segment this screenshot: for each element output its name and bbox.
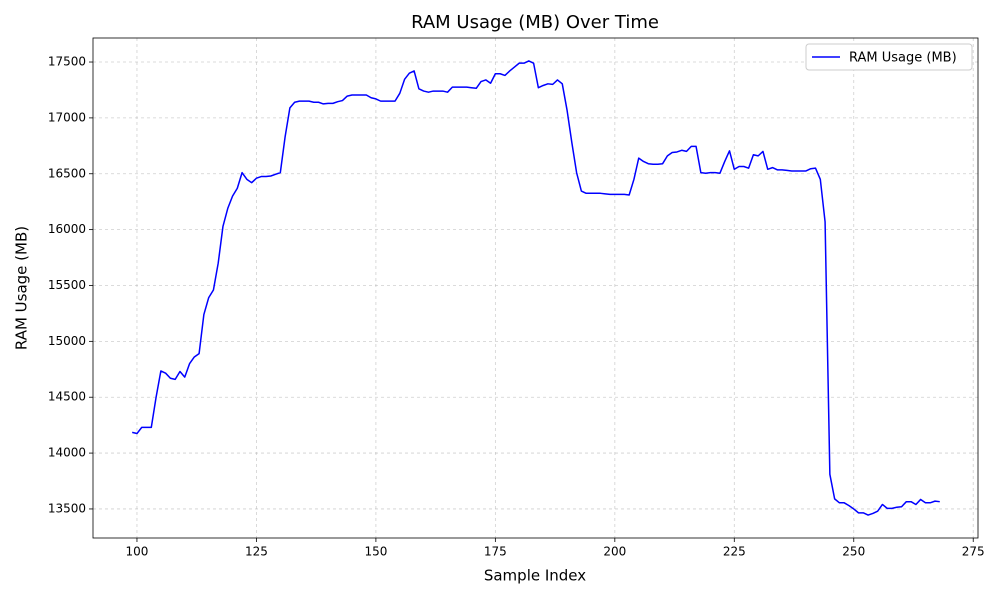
- x-tick-label: 150: [364, 545, 387, 559]
- y-tick-label: 15000: [48, 334, 86, 348]
- y-tick-label: 16500: [48, 166, 86, 180]
- y-tick-label: 16000: [48, 222, 86, 236]
- x-tick-label: 200: [603, 545, 626, 559]
- y-tick-label: 13500: [48, 501, 86, 515]
- y-tick-label: 14500: [48, 390, 86, 404]
- x-tick-label: 275: [962, 545, 985, 559]
- legend-box: [805, 43, 973, 71]
- y-tick-label: 14000: [48, 446, 86, 460]
- x-tick-label: 175: [484, 545, 507, 559]
- y-tick-label: 17000: [48, 110, 86, 124]
- x-axis-label: Sample Index: [484, 567, 586, 585]
- y-tick-label: 15500: [48, 278, 86, 292]
- x-tick-label: 125: [245, 545, 268, 559]
- legend-label: RAM Usage (MB): [849, 51, 957, 66]
- data-line: [132, 60, 940, 516]
- y-tick-label: 17500: [48, 55, 86, 69]
- y-axis-label: RAM Usage (MB): [13, 226, 31, 350]
- x-tick-label: 225: [723, 545, 746, 559]
- plot-frame: [92, 37, 979, 539]
- x-tick-label: 250: [842, 545, 865, 559]
- legend: RAM Usage (MB): [805, 43, 973, 71]
- chart-title: RAM Usage (MB) Over Time: [411, 12, 659, 33]
- x-tick-label: 100: [126, 545, 149, 559]
